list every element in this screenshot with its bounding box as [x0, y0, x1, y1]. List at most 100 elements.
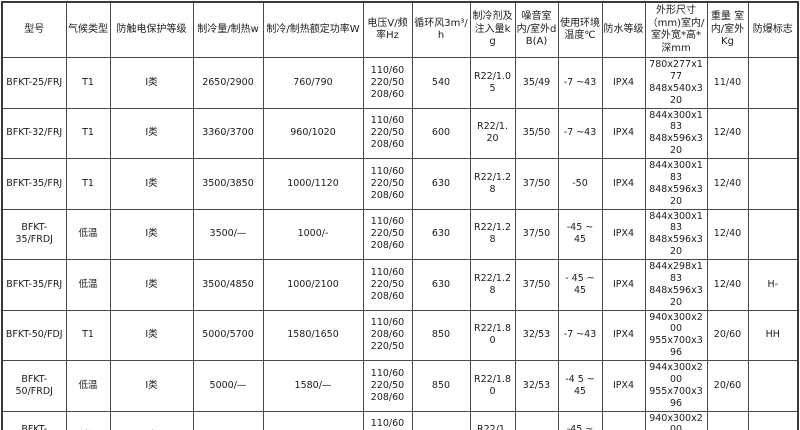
table-cell: 1580/2500 — [262, 410, 364, 430]
table-cell: BFKT-35/FRJ — [1, 259, 67, 311]
table-cell: 12/40 — [706, 107, 749, 159]
table-cell: 960/1020 — [262, 107, 364, 159]
column-header: 防触电保护等级 — [109, 1, 194, 58]
table-cell: 35/50 — [514, 107, 559, 159]
table-cell: IPX4 — [601, 259, 646, 311]
table-cell: 110/60 220/50 208/60 — [362, 360, 413, 412]
table-cell: 110/60 220/50 208/60 — [362, 57, 413, 109]
column-header: 电压V/频率Hz — [362, 1, 413, 58]
table-row: BFKT- 50/FRDJ 低温 I类 5000/— 1580/— 110/60 220/… — [1, 360, 799, 412]
table-cell: 2650/2900 — [192, 57, 264, 109]
table-cell — [747, 107, 799, 159]
table-row: BFKT-35/FRJ T1 I类 3500/3850 1000/1120 110/60 … — [1, 158, 799, 210]
table-cell: 低温 — [65, 360, 111, 412]
table-cell: 37/50 — [514, 208, 559, 260]
table-cell: 844x300x183 848x596x320 — [644, 107, 708, 159]
table-row: BFKT-50/FDJ T1 I类 5000/5700 1580/1650 110/60 … — [1, 309, 799, 361]
table-cell: 110/60 220/50 208/60 — [362, 208, 413, 260]
table-row: BFKT- 50 / FKGJ低温I类5000/65001580/2500110… — [1, 410, 799, 430]
table-cell: 844x300x183 848x596x320 — [644, 158, 708, 210]
table-cell: 110/60 220/50 208/60 — [362, 410, 413, 430]
table-cell: 110/60 220/50 208/60 — [362, 158, 413, 210]
table-cell: I类 — [109, 158, 194, 210]
table-cell — [747, 410, 799, 430]
table-cell — [747, 208, 799, 260]
table-cell: R22/1.80 — [469, 360, 516, 412]
table-cell: 110/60 208/60 220/50 — [362, 309, 413, 361]
table-cell: 低温 — [65, 259, 111, 311]
table-cell: I类 — [109, 410, 194, 430]
table-cell: 850 — [411, 360, 471, 412]
table-cell: 1000/- — [262, 208, 364, 260]
column-header: 循环风3m³/h — [411, 1, 471, 58]
table-cell: 20/60 — [706, 309, 749, 361]
table-row: BFKT-25/FRJ T1 I类 2650/2900 760/790 110/60 22… — [1, 57, 799, 109]
table-cell: 37/50 — [514, 158, 559, 210]
table-cell: 1580/— — [262, 360, 364, 412]
table-cell: 844x298x183 848x596x320 — [644, 259, 708, 311]
table-cell: BFKT-35/FRJ — [1, 158, 67, 210]
table-cell: IPX4 — [601, 410, 646, 430]
table-cell: 5000/5700 — [192, 309, 264, 361]
table-cell: 1000/1120 — [262, 158, 364, 210]
table-cell: I类 — [109, 57, 194, 109]
table-cell: T1 — [65, 309, 111, 361]
table-cell: 32/53 — [514, 309, 559, 361]
table-cell: BFKT-25/FRJ — [1, 57, 67, 109]
table-cell: 540 — [411, 57, 471, 109]
table-cell: 1000/2100 — [262, 259, 364, 311]
table-cell: 844x300x183 848x596x320 — [644, 208, 708, 260]
table-cell: 5000/6500 — [192, 410, 264, 430]
table-cell: R22/1.28 — [469, 259, 516, 311]
table-cell: 940x300x200 955x700x396 — [644, 309, 708, 361]
table-cell: R22/1. 80 — [469, 410, 516, 430]
table-cell: 780x277x177 848x540x320 — [644, 57, 708, 109]
table-cell: I类 — [109, 309, 194, 361]
table-cell: BFKT- 50 / FKGJ — [1, 410, 67, 430]
table-cell: IPX4 — [601, 208, 646, 260]
table-cell: IPX4 — [601, 158, 646, 210]
table-cell: BFKT-50/FDJ — [1, 309, 67, 361]
table-cell: 37/50 — [514, 259, 559, 311]
table-cell: R22/1.80 — [469, 309, 516, 361]
table-cell — [747, 360, 799, 412]
table-body: BFKT-25/FRJ T1 I类 2650/2900 760/790 110/60 22… — [1, 57, 799, 430]
table-cell: 11/40 — [706, 57, 749, 109]
table-cell: 850 — [411, 309, 471, 361]
table-cell: I类 — [109, 360, 194, 412]
table-cell: T1 — [65, 57, 111, 109]
table-cell: 低温 — [65, 208, 111, 260]
table-cell: -50 — [557, 158, 603, 210]
table-cell: 32/53 — [514, 360, 559, 412]
table-row: BFKT-35/FRJ 低温 I类 3500/4850 1000/2100 110/60 … — [1, 259, 799, 311]
table-cell: I类 — [109, 259, 194, 311]
table-cell: 32/53 — [514, 410, 559, 430]
table-cell: R22/1. 20 — [469, 107, 516, 159]
column-header: 制冷剂及注入量kg — [469, 1, 516, 58]
table-cell: 35/49 — [514, 57, 559, 109]
table-cell: H- — [747, 259, 799, 311]
column-header: 重量 室内/室外Kg — [706, 1, 749, 58]
table-cell: 630 — [411, 208, 471, 260]
table-cell: I类 — [109, 107, 194, 159]
table-cell: R22/1.28 — [469, 208, 516, 260]
table-cell: -45 ~ 45 — [557, 208, 603, 260]
table-cell: I类 — [109, 208, 194, 260]
table-cell: - 45 ~ 45 — [557, 259, 603, 311]
table-cell: T1 — [65, 107, 111, 159]
table-cell: 3360/3700 — [192, 107, 264, 159]
table-cell: -4 5 ~ 45 — [557, 360, 603, 412]
column-header: 使用环境温度℃ — [557, 1, 603, 58]
table-cell: -7 ~43 — [557, 309, 603, 361]
table-cell: 110/60 220/50 208/60 — [362, 259, 413, 311]
table-cell: 12/40 — [706, 208, 749, 260]
table-cell: 944x300x200 955x700x396 — [644, 360, 708, 412]
column-header: 防爆标志 — [747, 1, 799, 58]
table-cell: BFKT-32/FRJ — [1, 107, 67, 159]
column-header: 制冷/制热额定功率W — [262, 1, 364, 58]
table-cell — [747, 57, 799, 109]
table-cell: 20/60 — [706, 410, 749, 430]
table-cell: 3500/— — [192, 208, 264, 260]
